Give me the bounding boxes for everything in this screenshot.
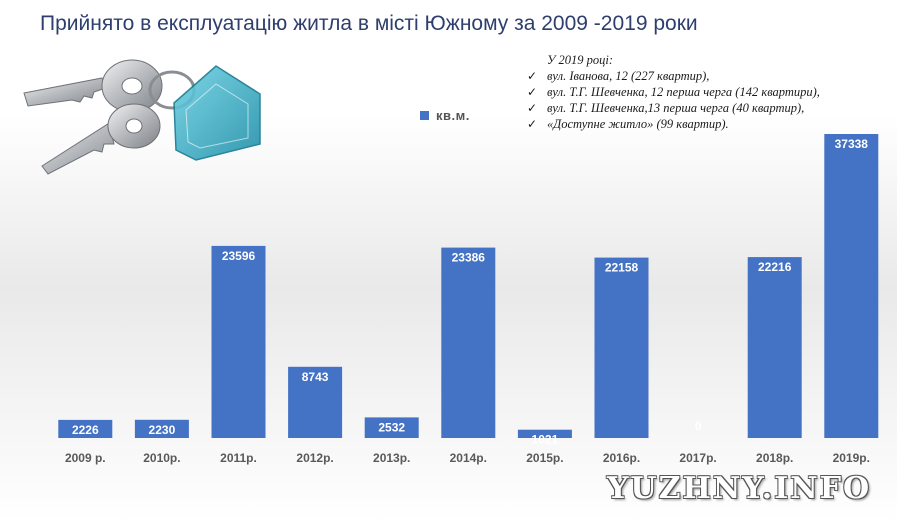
bar	[441, 247, 496, 438]
legend: кв.м.	[420, 108, 470, 123]
check-icon: ✓	[527, 101, 538, 115]
bar	[594, 257, 649, 438]
data-label: 2532	[378, 420, 405, 434]
bar	[58, 419, 113, 438]
data-label: 23596	[222, 249, 256, 263]
check-icon: ✓	[527, 85, 538, 99]
bar	[747, 257, 802, 438]
data-label: 8743	[302, 370, 329, 384]
data-label: 0	[695, 419, 702, 433]
x-tick-label: 2015р.	[526, 451, 563, 465]
check-icon: ✓	[527, 69, 538, 83]
note-heading: У 2019 році:	[547, 53, 614, 67]
note-item: ✓ вул. Т.Г. Шевченка, 12 перша черга (142…	[527, 84, 847, 100]
data-label: 37338	[835, 137, 869, 151]
note-2019: У 2019 році: ✓ вул. Іванова, 12 (227 квар…	[527, 52, 847, 132]
note-item-text: вул. Т.Г. Шевченка,13 перша черга (40 кв…	[547, 101, 805, 115]
x-tick-label: 2011р.	[220, 451, 257, 465]
chart-title: Прийнято в експлуатацію житла в місті Юж…	[40, 12, 698, 35]
note-item-text: вул. Т.Г. Шевченка, 12 перша черга (142 …	[547, 85, 820, 99]
keys-illustration	[23, 59, 261, 175]
x-tick-label: 2019р.	[833, 451, 870, 465]
legend-label: кв.м.	[436, 108, 470, 123]
x-tick-label: 2012р.	[296, 451, 333, 465]
x-tick-label: 2010р.	[143, 451, 180, 465]
x-tick-label: 2009 р.	[65, 451, 106, 465]
data-label: 22158	[605, 261, 639, 275]
x-tick-label: 2013р.	[373, 451, 410, 465]
data-label: 23386	[452, 251, 486, 265]
data-label: 22216	[758, 260, 792, 274]
x-tick-label: 2017р.	[679, 451, 716, 465]
watermark: YUZHNY.INFO	[607, 471, 872, 506]
house-keychain-icon	[173, 65, 261, 161]
note-item: ✓ вул. Іванова, 12 (227 квартир),	[527, 68, 847, 84]
note-item: ✓ вул. Т.Г. Шевченка,13 перша черга (40 к…	[527, 100, 847, 116]
note-item-text: вул. Іванова, 12 (227 квартир),	[547, 69, 710, 83]
data-label: 2226	[72, 423, 99, 437]
bar	[211, 245, 266, 438]
x-tick-label: 2016р.	[603, 451, 640, 465]
note-item: ✓ «Доступне житло» (99 квартир).	[527, 116, 847, 132]
check-icon: ✓	[527, 117, 538, 131]
bar	[364, 417, 419, 438]
legend-swatch	[420, 111, 429, 120]
data-label: 2230	[149, 423, 176, 437]
x-tick-label: 2014р.	[450, 451, 487, 465]
data-label: 1021	[532, 433, 559, 447]
x-tick-label: 2018р.	[756, 451, 793, 465]
note-item-text: «Доступне житло» (99 квартир).	[547, 117, 729, 131]
bar	[517, 429, 572, 438]
bar	[288, 366, 343, 438]
bar	[134, 419, 189, 438]
bar	[824, 134, 879, 438]
